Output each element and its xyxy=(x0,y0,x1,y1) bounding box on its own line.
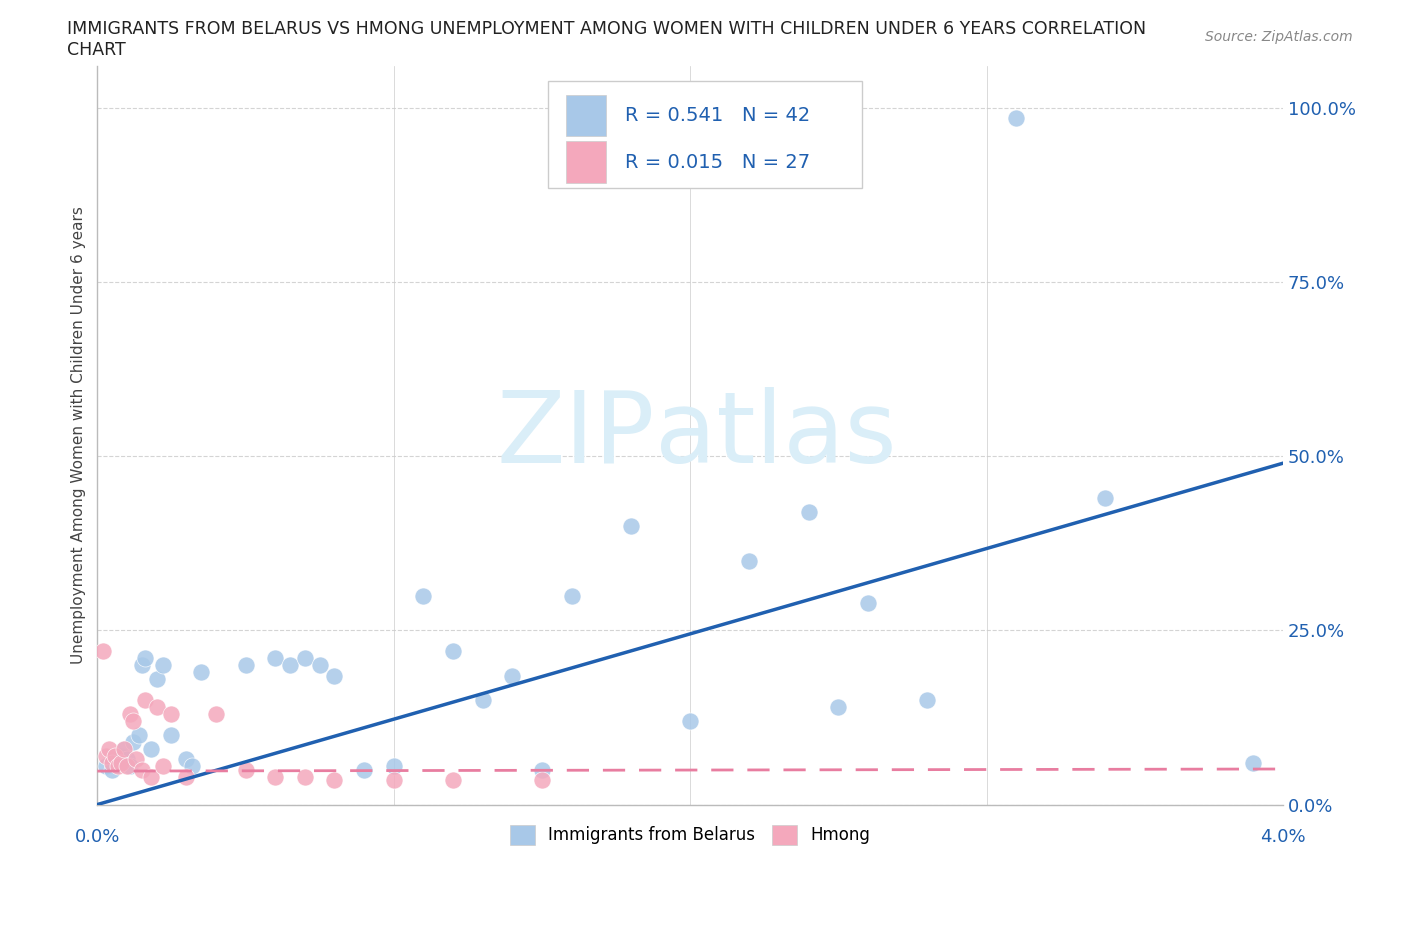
Point xyxy=(145,699,167,714)
Point xyxy=(323,669,346,684)
Point xyxy=(174,769,197,784)
Point xyxy=(530,773,553,788)
Point xyxy=(235,658,257,672)
Point xyxy=(1005,111,1028,126)
Text: 4.0%: 4.0% xyxy=(1260,828,1306,845)
Point xyxy=(412,588,434,603)
Point xyxy=(118,707,141,722)
Point xyxy=(122,713,145,728)
Point xyxy=(294,651,316,666)
Point xyxy=(353,763,375,777)
Point xyxy=(139,741,162,756)
Y-axis label: Unemployment Among Women with Children Under 6 years: Unemployment Among Women with Children U… xyxy=(72,206,86,664)
Point xyxy=(131,658,153,672)
Point xyxy=(118,759,141,774)
Legend: Immigrants from Belarus, Hmong: Immigrants from Belarus, Hmong xyxy=(503,817,877,852)
Point xyxy=(112,741,135,756)
FancyBboxPatch shape xyxy=(548,81,862,188)
Point xyxy=(382,773,405,788)
Point xyxy=(917,693,939,708)
Text: atlas: atlas xyxy=(655,387,896,484)
Point xyxy=(1241,755,1264,770)
Point xyxy=(294,769,316,784)
Point xyxy=(104,749,127,764)
Point xyxy=(134,651,156,666)
Point xyxy=(112,741,135,756)
Point xyxy=(382,759,405,774)
Text: ZIP: ZIP xyxy=(496,387,655,484)
Text: Source: ZipAtlas.com: Source: ZipAtlas.com xyxy=(1205,30,1353,44)
Point xyxy=(530,763,553,777)
Point xyxy=(115,751,138,766)
Point xyxy=(128,727,150,742)
Point xyxy=(797,504,820,519)
Point xyxy=(679,713,702,728)
Point xyxy=(96,749,118,764)
Point xyxy=(308,658,330,672)
Text: R = 0.015   N = 27: R = 0.015 N = 27 xyxy=(624,153,810,172)
Point xyxy=(264,769,287,784)
Point xyxy=(152,658,174,672)
Point xyxy=(160,727,183,742)
Point xyxy=(441,644,464,658)
Point xyxy=(190,665,212,680)
Point xyxy=(856,595,879,610)
Point xyxy=(323,773,346,788)
Text: R = 0.541   N = 42: R = 0.541 N = 42 xyxy=(624,106,810,126)
Point xyxy=(101,755,124,770)
Point xyxy=(107,759,129,774)
Point xyxy=(174,751,197,766)
Point xyxy=(107,755,129,770)
Point xyxy=(1094,491,1116,506)
Point xyxy=(145,671,167,686)
Point xyxy=(101,763,124,777)
Point xyxy=(115,759,138,774)
Point xyxy=(827,699,849,714)
Point xyxy=(235,763,257,777)
Text: 0.0%: 0.0% xyxy=(75,828,120,845)
Point xyxy=(96,759,118,774)
Point xyxy=(134,693,156,708)
Point xyxy=(181,759,204,774)
Point xyxy=(139,769,162,784)
Point xyxy=(620,518,643,533)
Point xyxy=(125,751,148,766)
Point xyxy=(278,658,301,672)
Point xyxy=(91,644,114,658)
Point xyxy=(471,693,494,708)
Point xyxy=(738,553,761,568)
FancyBboxPatch shape xyxy=(565,95,606,137)
Point xyxy=(561,588,583,603)
Point xyxy=(110,755,132,770)
Text: IMMIGRANTS FROM BELARUS VS HMONG UNEMPLOYMENT AMONG WOMEN WITH CHILDREN UNDER 6 : IMMIGRANTS FROM BELARUS VS HMONG UNEMPLO… xyxy=(67,20,1147,38)
Point xyxy=(160,707,183,722)
Point xyxy=(110,749,132,764)
Point xyxy=(131,763,153,777)
Point xyxy=(441,773,464,788)
Point xyxy=(205,707,228,722)
FancyBboxPatch shape xyxy=(565,141,606,183)
Point xyxy=(264,651,287,666)
Text: CHART: CHART xyxy=(67,41,127,59)
Point xyxy=(122,735,145,750)
Point xyxy=(501,669,523,684)
Point xyxy=(152,759,174,774)
Point xyxy=(98,741,121,756)
